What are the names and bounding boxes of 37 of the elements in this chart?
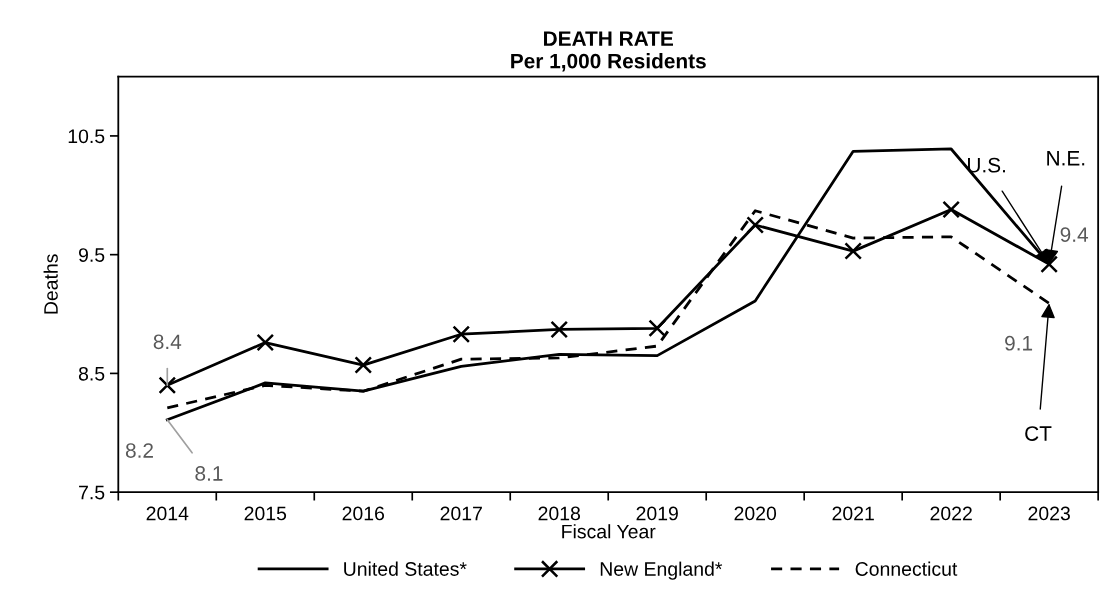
y-tick-label: 10.5: [68, 129, 105, 144]
x-tick-label: 2020: [734, 506, 777, 521]
legend-label: New England*: [600, 561, 723, 580]
x-axis-title: Fiscal Year: [562, 524, 656, 539]
chart-title: DEATH RATE Per 1,000 Residents: [511, 31, 706, 72]
y-axis-title: Deaths: [43, 254, 58, 314]
y-tick-label: 7.5: [79, 485, 105, 500]
legend-label: United States*: [344, 561, 467, 576]
point: [354, 356, 373, 374]
x-tick-label: 2015: [244, 506, 287, 521]
x-tick-label: 2017: [440, 506, 482, 521]
x-tick-label: 2018: [538, 506, 581, 521]
point: [1040, 255, 1059, 274]
annotation: CT: [1025, 426, 1052, 441]
point: [746, 216, 765, 234]
x-tick-label: 2019: [636, 506, 678, 521]
point: [844, 242, 863, 260]
point: [942, 200, 961, 219]
legend-label: Connecticut: [855, 561, 958, 576]
y-tick-label: 9.5: [78, 248, 105, 262]
x-tick-label: 2022: [930, 506, 972, 521]
x-tick-label: 2016: [342, 506, 385, 521]
data-label: 9.1: [1005, 335, 1033, 351]
point: [452, 325, 471, 344]
x-tick-label: 2023: [1028, 506, 1070, 521]
data-label: 8.1: [195, 466, 223, 481]
data-label: 8.2: [125, 443, 153, 458]
data-label: 8.4: [153, 334, 182, 350]
x-tick-label: 2014: [146, 506, 189, 521]
data-label: 9.4: [1060, 227, 1089, 242]
point: [256, 333, 275, 352]
annotation: U.S.: [968, 157, 1006, 173]
y-tick-label: 8.5: [78, 366, 105, 381]
point: [550, 320, 569, 339]
x-tick-label: 2021: [832, 506, 874, 521]
annotation: N.E.: [1047, 151, 1085, 166]
point: [648, 319, 667, 338]
